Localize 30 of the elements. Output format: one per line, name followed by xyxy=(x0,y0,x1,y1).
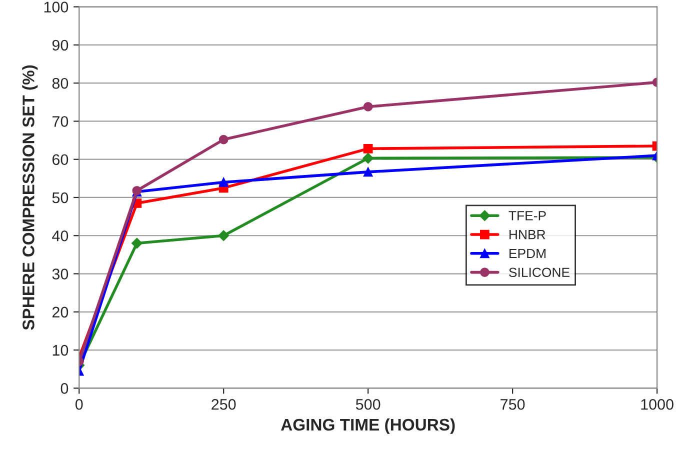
point xyxy=(363,144,373,154)
y-tick-label: 70 xyxy=(52,116,68,127)
x-axis-title: AGING TIME (HOURS) xyxy=(281,418,455,434)
legend-label: TFE-P xyxy=(508,211,546,220)
point xyxy=(362,152,374,164)
legend-label: HNBR xyxy=(510,230,546,240)
y-tick-label: 0 xyxy=(60,383,68,394)
point xyxy=(131,238,142,249)
x-tick-label: 1000 xyxy=(641,398,674,410)
point xyxy=(218,178,228,187)
y-tick-label: 10 xyxy=(52,344,68,356)
legend-label: EPDM xyxy=(510,248,546,258)
legend-label: SILICONE xyxy=(509,268,570,278)
y-tick-label: 20 xyxy=(52,306,68,318)
point xyxy=(218,230,230,242)
point xyxy=(363,167,373,177)
y-tick-label: 40 xyxy=(52,230,68,242)
y-tick-label: 80 xyxy=(52,78,68,89)
x-tick-label: 750 xyxy=(500,398,525,410)
y-tick-label: 50 xyxy=(52,192,68,204)
point xyxy=(363,102,373,112)
x-tick-label: 0 xyxy=(75,398,83,410)
y-tick-label: 30 xyxy=(52,268,68,280)
y-tick-label: 60 xyxy=(52,154,68,166)
y-tick-label: 100 xyxy=(44,2,68,12)
y-tick-label: 90 xyxy=(52,40,68,51)
x-tick-label: 250 xyxy=(212,398,236,410)
point xyxy=(218,134,228,144)
y-axis-title: SPHERE COMPRESSION SET (%) xyxy=(22,65,38,330)
x-tick-label: 500 xyxy=(356,398,380,410)
